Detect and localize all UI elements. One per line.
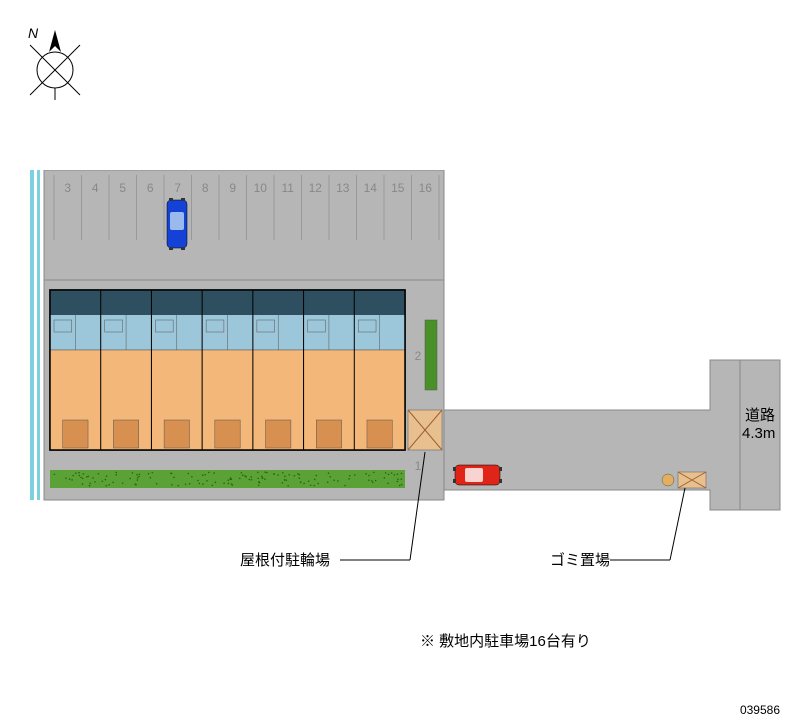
parking-slot-4: 4 [92, 181, 99, 195]
parking-area [50, 175, 438, 260]
parking-slot-15: 15 [391, 181, 405, 195]
parking-slot-13: 13 [336, 181, 350, 195]
parking-slot-3: 3 [64, 181, 71, 195]
building [50, 290, 405, 450]
parking-slot-11: 11 [282, 181, 295, 195]
car-red [453, 465, 502, 485]
parking-slot-5: 5 [119, 181, 126, 195]
car-blue [167, 198, 187, 250]
parking-slot-16: 16 [419, 181, 433, 195]
parking-slot-14: 14 [364, 181, 378, 195]
side-slot-1: 1 [415, 459, 422, 473]
garbage-label: ゴミ置場 [550, 551, 610, 569]
site-plan: 3 4 5 6 7 8 9 10 11 12 13 14 15 16 2 1 道路 4.3m [30, 170, 790, 590]
driveway [444, 360, 770, 510]
bike-parking-label: 屋根付駐輪場 [240, 552, 330, 569]
parking-slot-12: 12 [309, 181, 323, 195]
parking-slot-9: 9 [229, 181, 236, 195]
road-label-1: 道路 [745, 407, 775, 424]
side-slot-2: 2 [415, 349, 422, 363]
callout-garbage [670, 488, 685, 560]
grass [50, 470, 405, 488]
parking-slot-6: 6 [147, 181, 154, 195]
parking-slot-10: 10 [254, 181, 268, 195]
serial-number: 039586 [740, 703, 780, 717]
garbage-station [662, 472, 706, 488]
compass-n-label: N [28, 25, 39, 41]
road-label-2: 4.3m [742, 425, 775, 442]
compass: N [20, 20, 90, 115]
note: ※ 敷地内駐車場16台有り [420, 630, 591, 651]
parking-slot-7: 7 [174, 181, 181, 195]
parking-slot-8: 8 [202, 181, 209, 195]
